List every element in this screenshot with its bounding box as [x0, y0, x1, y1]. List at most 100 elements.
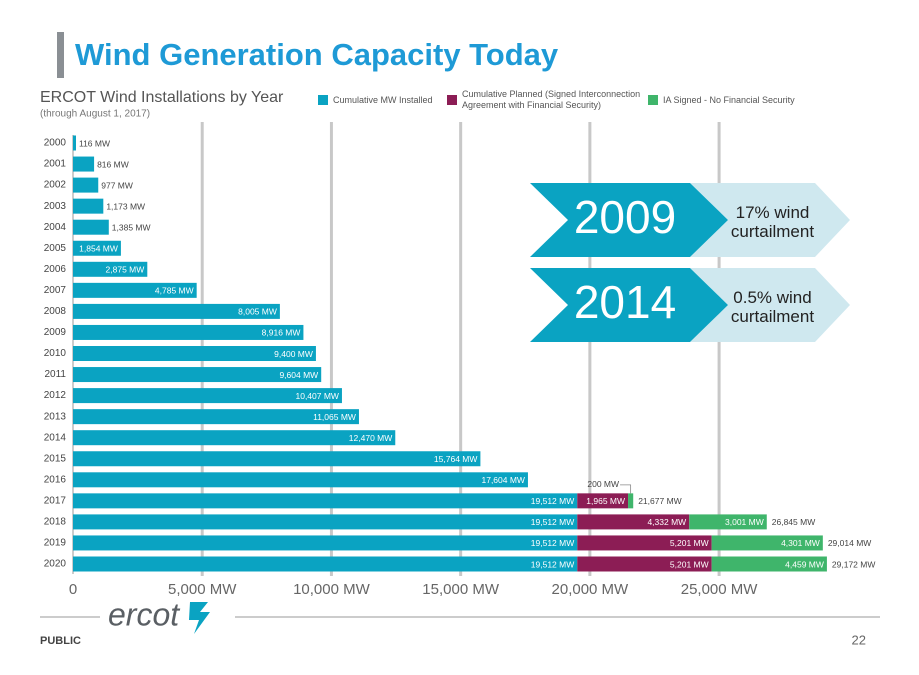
x-tick-label: 10,000 MW	[293, 581, 371, 598]
value-label: 5,201 MW	[670, 538, 709, 548]
bar-segment	[73, 472, 528, 488]
value-label: 8,916 MW	[262, 328, 301, 338]
logo: ercot	[108, 596, 180, 632]
bar-segment	[73, 261, 148, 277]
legend-label: Cumulative MW Installed	[333, 95, 433, 105]
callout-arrow	[690, 183, 850, 257]
bar-segment	[73, 198, 104, 214]
y-tick-label: 2017	[44, 495, 67, 506]
bar-segment	[73, 303, 280, 319]
bar-segment	[577, 556, 712, 572]
value-label: 12,470 MW	[349, 433, 392, 443]
bar-segment	[73, 388, 342, 404]
bar-segment	[73, 514, 578, 530]
value-label: 1,965 MW	[586, 496, 625, 506]
y-tick-label: 2015	[44, 453, 67, 464]
callout-arrow	[690, 268, 850, 342]
y-tick-label: 2014	[44, 432, 67, 443]
bar-segment	[73, 324, 304, 340]
bar-segment	[73, 556, 578, 572]
bar-segment	[689, 514, 767, 530]
value-label: 977 MW	[101, 180, 133, 190]
y-tick-label: 2012	[44, 390, 67, 401]
y-tick-label: 2000	[44, 138, 67, 149]
bar-segment	[577, 493, 629, 509]
bar-segment	[73, 451, 481, 467]
legend-label: Cumulative Planned (Signed Interconnecti…	[462, 89, 641, 110]
y-tick-label: 2003	[44, 201, 67, 212]
bar-segment	[73, 135, 76, 151]
y-tick-label: 2018	[44, 517, 67, 528]
value-label: 200 MW	[587, 479, 619, 489]
value-label: 10,407 MW	[295, 391, 338, 401]
callout-chevron	[530, 268, 728, 342]
bar-segment	[73, 282, 197, 298]
value-label: 8,005 MW	[238, 307, 277, 317]
legend-swatch	[447, 95, 457, 105]
bar-segment	[73, 430, 396, 446]
y-tick-label: 2001	[44, 159, 67, 170]
logo-icon	[189, 602, 210, 634]
x-tick-label: 25,000 MW	[681, 581, 759, 598]
value-label: 816 MW	[97, 159, 129, 169]
bar-segment	[73, 493, 578, 509]
callout-text: 17% wind curtailment	[730, 203, 815, 241]
value-label: 11,065 MW	[313, 412, 356, 422]
page-title: Wind Generation Capacity Today	[75, 37, 559, 72]
chart-subtitle: (through August 1, 2017)	[40, 109, 150, 120]
y-tick-label: 2006	[44, 264, 67, 275]
x-tick-label: 15,000 MW	[422, 581, 500, 598]
chart-title: ERCOT Wind Installations by Year	[40, 89, 284, 106]
value-label: 19,512 MW	[531, 559, 574, 569]
bar-segment	[628, 493, 634, 509]
value-label: 5,201 MW	[670, 559, 709, 569]
value-label: 1,173 MW	[106, 201, 145, 211]
bar-segment	[73, 219, 109, 235]
bar-segment	[73, 535, 578, 551]
value-label: 116 MW	[79, 138, 110, 148]
bar-segment	[73, 177, 99, 193]
bar-segment	[577, 535, 712, 551]
y-tick-label: 2005	[44, 243, 67, 254]
bar-segment	[711, 535, 823, 551]
legend-swatch	[648, 95, 658, 105]
bar-segment	[73, 240, 121, 256]
title-accent	[57, 32, 64, 78]
plot: 0 5,000 MW 10,000 MW 15,000 MW 20,000 MW 25,0…	[44, 122, 875, 598]
value-label: 3,001 MW	[725, 517, 764, 527]
callouts: 2009 2014	[530, 183, 850, 342]
x-tick-label: 20,000 MW	[552, 581, 630, 598]
y-tick-label: 2004	[44, 222, 67, 233]
legend-swatch	[318, 95, 328, 105]
legend-label: IA Signed - No Financial Security	[663, 95, 795, 105]
leader-line	[620, 484, 632, 494]
total-label: 21,677 MW	[638, 496, 681, 506]
y-tick-label: 2020	[44, 559, 67, 570]
y-tick-label: 2008	[44, 306, 67, 317]
y-tick-label: 2011	[44, 369, 66, 380]
footer: PUBLIC	[40, 635, 81, 647]
value-label: 9,604 MW	[279, 370, 318, 380]
bar-segment	[73, 156, 95, 172]
value-label: 9,400 MW	[274, 349, 313, 359]
page-number: 22	[852, 632, 866, 647]
bar-segment	[73, 409, 359, 425]
y-tick-label: 2007	[44, 285, 67, 296]
value-label: 19,512 MW	[531, 496, 574, 506]
value-label: 4,459 MW	[785, 559, 824, 569]
y-tick-label: 2009	[44, 327, 67, 338]
bar-segment	[73, 346, 316, 361]
value-label: 1,854 MW	[79, 244, 118, 254]
y-tick-label: 2010	[44, 348, 67, 359]
value-label: 4,785 MW	[155, 286, 194, 296]
value-label: 2,875 MW	[106, 265, 145, 275]
callout-year: 2014	[574, 276, 676, 328]
y-tick-label: 2013	[44, 411, 67, 422]
value-label: 15,764 MW	[434, 454, 477, 464]
y-tick-label: 2016	[44, 474, 67, 485]
value-label: 19,512 MW	[531, 538, 574, 548]
value-label: 4,332 MW	[647, 517, 686, 527]
value-label: 4,301 MW	[781, 538, 820, 548]
y-tick-label: 2002	[44, 180, 67, 191]
